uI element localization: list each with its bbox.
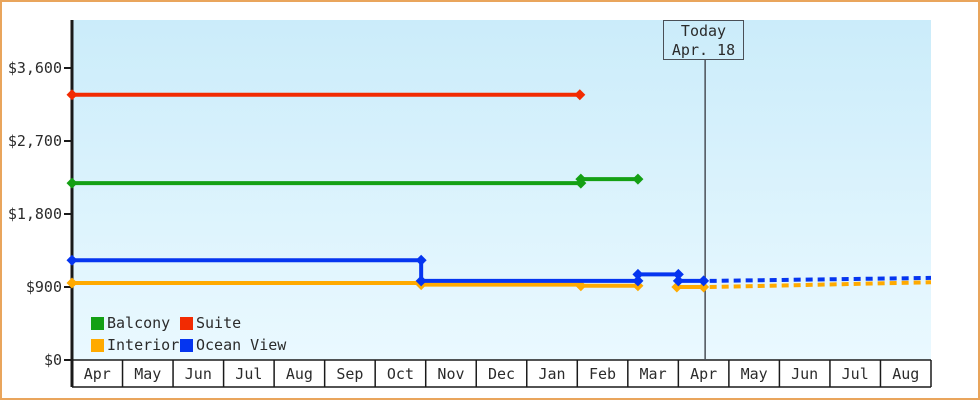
data-point-marker	[632, 268, 644, 280]
x-axis-month-label: Aug	[892, 365, 919, 383]
legend-label: Ocean View	[196, 336, 287, 354]
forecast-dashed-line	[709, 275, 932, 283]
legend-item-ocean-view: Ocean View	[180, 336, 286, 354]
legend-item-balcony: Balcony	[91, 314, 180, 332]
x-axis-month-label: Dec	[488, 365, 515, 383]
series-suite	[66, 89, 586, 101]
y-tick-label: $3,600	[8, 59, 62, 77]
data-point-marker	[672, 268, 684, 280]
forecast-dashed-line	[709, 280, 932, 289]
x-axis-month-label: Feb	[589, 365, 616, 383]
series-ocean-view	[66, 254, 932, 287]
x-axis-month-label: Sep	[336, 365, 363, 383]
legend-row-2: Interior Ocean View	[91, 334, 286, 356]
legend-row-1: Balcony Suite	[91, 312, 286, 334]
legend-item-interior: Interior	[91, 336, 180, 354]
data-point-marker	[575, 280, 587, 292]
x-axis-month-label: Apr	[84, 365, 111, 383]
data-point-marker	[632, 275, 644, 287]
data-point-marker	[698, 281, 710, 293]
x-axis-month-label: May	[741, 365, 768, 383]
legend-label: Suite	[196, 314, 242, 332]
x-axis-month-label: May	[134, 365, 161, 383]
data-point-marker	[415, 275, 427, 287]
today-date: Apr. 18	[671, 41, 736, 59]
data-point-marker	[672, 275, 684, 287]
x-axis-month-label: Jul	[842, 365, 869, 383]
legend: Balcony Suite Interior Ocean View	[91, 312, 286, 356]
legend-label: Balcony	[107, 314, 171, 332]
data-point-marker	[66, 177, 78, 189]
x-axis-month-label: Jun	[185, 365, 212, 383]
data-point-marker	[574, 89, 586, 101]
data-point-marker	[575, 173, 587, 185]
y-tick-label: $1,800	[8, 205, 62, 223]
series-balcony	[66, 173, 644, 189]
x-axis-month-label: Aug	[286, 365, 313, 383]
data-point-marker	[66, 254, 78, 266]
data-point-marker	[415, 254, 427, 266]
x-axis-month-band: Apr May Jun Jul Aug Sep Oct Nov Dec Jan Feb Mar Apr M…	[72, 359, 932, 388]
y-tick-label: $0	[44, 351, 62, 369]
ocean-view-color-swatch	[180, 338, 193, 352]
suite-color-swatch	[180, 316, 193, 330]
data-point-marker	[66, 89, 78, 101]
x-axis-month-label: Mar	[640, 365, 667, 383]
interior-color-swatch	[91, 338, 104, 352]
x-axis-month-label: Oct	[387, 365, 414, 383]
series-line	[72, 280, 638, 288]
x-axis-month-label: Jun	[791, 365, 818, 383]
x-axis-month-label: Nov	[437, 365, 464, 383]
data-point-marker	[66, 277, 78, 289]
y-tick-label: $2,700	[8, 132, 62, 150]
legend-label: Interior	[107, 336, 180, 354]
legend-item-suite: Suite	[180, 314, 241, 332]
data-point-marker	[698, 275, 710, 287]
y-axis: $0 $900 $1,800 $2,700 $3,600	[8, 59, 72, 369]
series-interior	[66, 277, 932, 293]
today-label: Today	[680, 22, 727, 40]
y-tick-label: $900	[26, 278, 62, 296]
balcony-color-swatch	[91, 316, 104, 330]
x-axis-month-label: Jan	[538, 365, 565, 383]
data-point-marker	[632, 173, 644, 185]
x-axis-month-label: Apr	[690, 365, 717, 383]
x-axis-month-label: Jul	[235, 365, 262, 383]
plot-background	[72, 20, 931, 360]
today-marker-box: Today Apr. 18	[663, 20, 744, 60]
